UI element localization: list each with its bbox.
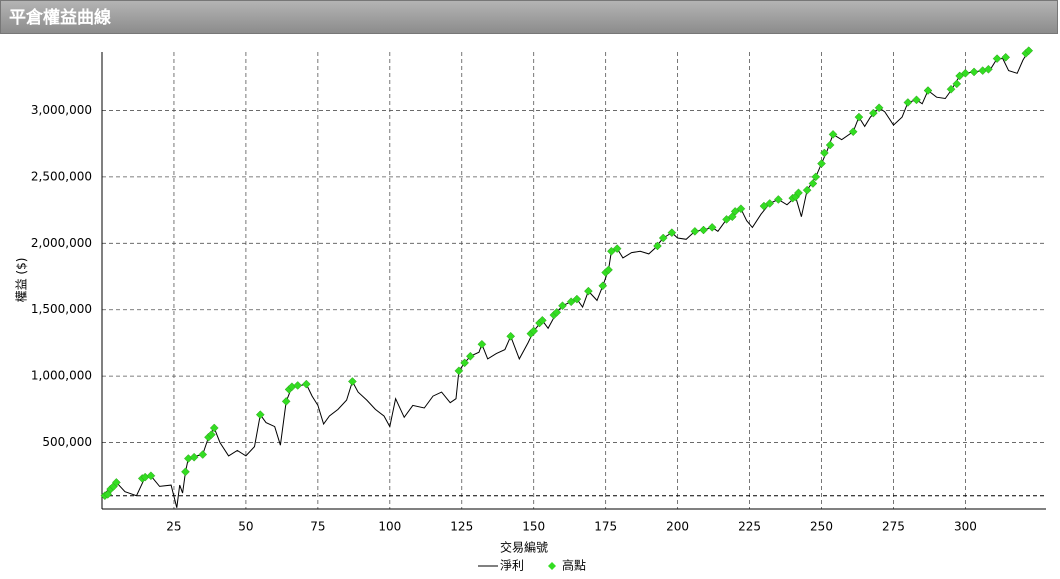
high-point bbox=[112, 478, 121, 487]
high-point bbox=[146, 471, 156, 481]
y-tick-label: 2,000,000 bbox=[31, 236, 92, 250]
high-point bbox=[255, 410, 265, 420]
x-tick-label: 225 bbox=[738, 520, 761, 534]
high-point bbox=[946, 84, 956, 94]
high-point bbox=[537, 316, 547, 325]
high-point bbox=[903, 98, 913, 107]
high-point bbox=[722, 215, 731, 224]
x-tick-label: 275 bbox=[882, 520, 905, 534]
y-tick-label: 1,500,000 bbox=[31, 302, 92, 316]
high-point bbox=[181, 467, 190, 477]
chart: 權益 ($) 交易編號 500,000 1,000,000 1,500,000 2,0… bbox=[15, 46, 1046, 573]
high-point bbox=[802, 185, 812, 195]
high-point bbox=[1001, 52, 1011, 62]
title-bar: 平倉權益曲線 bbox=[0, 0, 1058, 34]
high-point bbox=[466, 351, 475, 361]
high-point bbox=[572, 294, 582, 304]
high-point bbox=[653, 241, 662, 251]
x-tick-label: 25 bbox=[166, 520, 181, 534]
high-point bbox=[854, 112, 864, 122]
high-point bbox=[198, 450, 208, 459]
high-point bbox=[690, 226, 700, 236]
high-point bbox=[529, 326, 539, 336]
high-point bbox=[477, 339, 487, 349]
chart-title: 平倉權益曲線 bbox=[9, 8, 111, 28]
high-point bbox=[730, 207, 740, 216]
high-point bbox=[992, 54, 1002, 63]
y-tick-label: 500,000 bbox=[42, 435, 92, 449]
x-tick-label: 100 bbox=[378, 520, 401, 534]
x-tick-label: 300 bbox=[954, 520, 977, 534]
x-axis-label: 交易編號 bbox=[500, 540, 548, 555]
high-point bbox=[598, 281, 608, 291]
high-point bbox=[584, 286, 593, 296]
high-point bbox=[667, 228, 677, 238]
high-point bbox=[828, 130, 838, 139]
high-point bbox=[759, 201, 769, 211]
high-point bbox=[612, 244, 622, 253]
x-tick-label: 200 bbox=[666, 520, 689, 534]
high-point bbox=[952, 79, 962, 89]
equity-line bbox=[101, 50, 1030, 508]
high-point bbox=[808, 179, 818, 188]
high-point bbox=[961, 68, 970, 78]
high-point bbox=[794, 188, 803, 198]
high-point bbox=[293, 381, 303, 390]
high-point bbox=[707, 223, 717, 232]
high-point bbox=[765, 199, 775, 208]
high-point bbox=[209, 423, 219, 433]
legend-label: 高點 bbox=[562, 558, 586, 573]
high-point bbox=[699, 225, 708, 235]
y-tick-label: 1,000,000 bbox=[31, 369, 92, 383]
x-tick-label: 175 bbox=[594, 520, 617, 534]
high-point bbox=[552, 308, 562, 317]
high-point bbox=[848, 127, 858, 137]
high-point bbox=[868, 108, 878, 118]
high-point bbox=[558, 301, 567, 311]
high-point bbox=[969, 67, 979, 77]
high-point bbox=[736, 204, 746, 214]
high-point bbox=[207, 430, 216, 439]
high-point bbox=[658, 233, 668, 243]
high-point bbox=[607, 246, 616, 256]
x-tick-label: 75 bbox=[310, 520, 325, 534]
high-point bbox=[1024, 46, 1034, 56]
high-point bbox=[984, 64, 993, 74]
high-point bbox=[773, 195, 783, 204]
x-tick-label: 150 bbox=[522, 520, 545, 534]
high-point bbox=[301, 379, 311, 389]
high-point bbox=[912, 95, 921, 105]
high-point bbox=[281, 397, 291, 406]
high-point bbox=[955, 71, 965, 81]
high-point bbox=[348, 377, 357, 386]
high-point bbox=[825, 140, 835, 150]
y-tick-label: 2,500,000 bbox=[31, 169, 92, 183]
high-point bbox=[460, 358, 469, 368]
legend-marker bbox=[548, 562, 556, 570]
high-point bbox=[817, 159, 826, 168]
high-point bbox=[820, 148, 829, 158]
x-tick-label: 250 bbox=[810, 520, 833, 534]
high-point bbox=[874, 103, 884, 113]
high-point bbox=[811, 172, 821, 182]
high-point bbox=[189, 452, 199, 462]
high-point bbox=[923, 86, 933, 95]
high-point bbox=[506, 331, 516, 341]
x-tick-label: 125 bbox=[450, 520, 473, 534]
y-axis-label: 權益 ($) bbox=[15, 258, 29, 303]
y-tick-label: 3,000,000 bbox=[31, 103, 92, 117]
high-point bbox=[566, 297, 576, 307]
high-point bbox=[604, 265, 613, 275]
high-point bbox=[454, 366, 464, 376]
legend-label: 淨利 bbox=[500, 559, 524, 573]
x-tick-label: 50 bbox=[238, 520, 253, 534]
